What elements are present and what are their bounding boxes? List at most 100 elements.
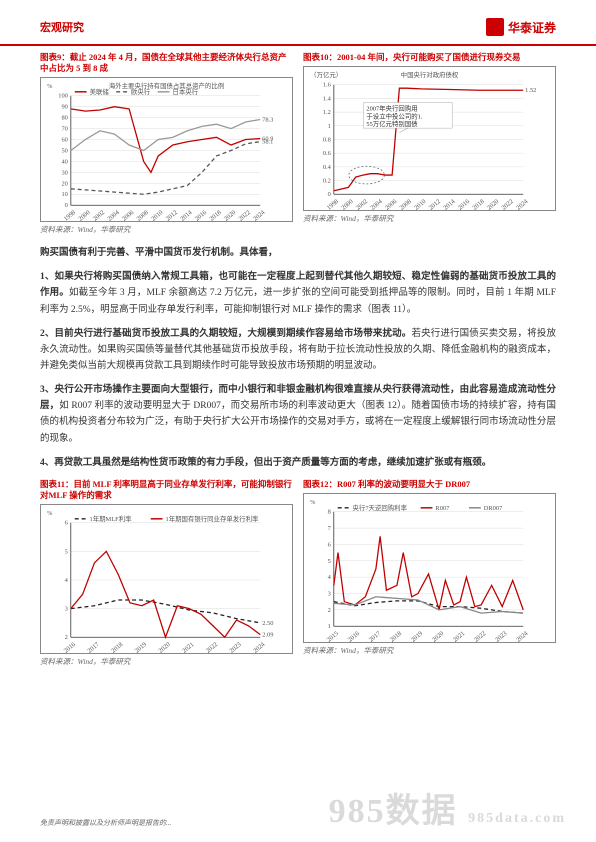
svg-text:58.1: 58.1 <box>262 139 273 146</box>
svg-text:1998: 1998 <box>326 198 340 210</box>
svg-text:2024: 2024 <box>252 209 267 221</box>
svg-text:%: % <box>47 510 53 517</box>
svg-text:1.4: 1.4 <box>323 95 332 102</box>
svg-text:1.52: 1.52 <box>525 87 536 94</box>
svg-text:1年期MLF利率: 1年期MLF利率 <box>90 514 133 523</box>
svg-text:2007年央行回购用: 2007年央行回购用 <box>366 103 417 112</box>
chart-11-source: 资料来源：Wind，华泰研究 <box>40 656 293 667</box>
chart-11-svg: %234562016201720182019202020212022202320… <box>41 505 292 653</box>
svg-text:0.6: 0.6 <box>323 150 332 157</box>
svg-text:2000: 2000 <box>340 198 354 210</box>
svg-text:2015: 2015 <box>326 630 340 642</box>
svg-text:30: 30 <box>61 169 67 176</box>
svg-text:2016: 2016 <box>457 198 472 210</box>
svg-text:0.2: 0.2 <box>323 178 331 185</box>
svg-text:1: 1 <box>328 623 331 630</box>
svg-text:3: 3 <box>65 605 68 612</box>
svg-text:1.2: 1.2 <box>323 109 331 116</box>
svg-text:2002: 2002 <box>355 198 369 210</box>
svg-text:8: 8 <box>328 509 331 516</box>
svg-text:DR007: DR007 <box>484 505 503 512</box>
p4-bold: 4、再贷款工具虽然是结构性货币政策的有力手段，但出于资产质量等方面的考虑，继续加… <box>40 458 491 468</box>
svg-text:4: 4 <box>65 577 69 584</box>
svg-text:欧央行: 欧央行 <box>131 87 151 96</box>
para-1: 1、如果央行将购买国债纳入常规工具箱，也可能在一定程度上起到替代其他久期较短、稳… <box>40 269 556 317</box>
svg-text:0.4: 0.4 <box>323 164 332 171</box>
svg-text:100: 100 <box>58 93 68 100</box>
svg-text:2.50: 2.50 <box>262 620 273 627</box>
svg-text:55万亿元特别国债: 55万亿元特别国债 <box>366 119 418 128</box>
svg-text:0: 0 <box>328 191 331 198</box>
svg-text:6: 6 <box>65 520 69 527</box>
chart-10: 图表10：2001-04 年间，央行可能购买了国债进行现券交易 中国央行对政府债… <box>303 52 556 235</box>
chart-9: 图表9：截止 2024 年 4 月，国债在全球其他主要经济体央行总资产中占比为 … <box>40 52 293 235</box>
svg-text:日本央行: 日本央行 <box>172 87 198 96</box>
svg-text:2014: 2014 <box>179 209 194 221</box>
svg-text:于设立中投公司的1.: 于设立中投公司的1. <box>366 111 422 120</box>
brand-logo: 华泰证券 <box>486 18 556 36</box>
svg-text:1.6: 1.6 <box>323 82 332 89</box>
svg-text:2012: 2012 <box>165 209 179 221</box>
watermark: 985数据 985data.com <box>329 783 566 832</box>
svg-text:10: 10 <box>61 191 67 198</box>
svg-text:2: 2 <box>328 607 331 614</box>
svg-text:6: 6 <box>328 541 332 548</box>
chart-11-area: %234562016201720182019202020212022202320… <box>40 504 293 654</box>
watermark-sub: 985data.com <box>468 811 566 826</box>
svg-text:50: 50 <box>61 148 67 155</box>
svg-text:0.8: 0.8 <box>323 137 331 144</box>
brand-icon <box>486 18 504 36</box>
svg-text:2018: 2018 <box>471 198 485 210</box>
svg-text:2022: 2022 <box>473 630 487 642</box>
svg-text:20: 20 <box>61 180 67 187</box>
doc-type: 宏观研究 <box>40 19 84 35</box>
page-header: 宏观研究 华泰证券 <box>0 0 596 46</box>
chart-12-title: 图表12：R007 利率的波动要明显大于 DR007 <box>303 479 556 490</box>
svg-text:2.09: 2.09 <box>262 631 273 638</box>
svg-text:2020: 2020 <box>223 209 237 221</box>
svg-text:2008: 2008 <box>399 198 413 210</box>
intro-line: 购买国债有利于完善、平滑中国货币发行机制。具体看， <box>40 245 556 261</box>
svg-text:2: 2 <box>65 634 68 641</box>
svg-text:2016: 2016 <box>63 640 78 652</box>
svg-text:2019: 2019 <box>410 630 424 642</box>
p2-bold: 2、目前央行进行基础货币投放工具的久期较短，大规模到期续作容易给市场带来扰动。 <box>40 329 411 339</box>
footer-disclaimer: 免责声明和披露以及分析师声明是报告的... <box>40 818 171 828</box>
chart-12-svg: %123456782015201620172018201920202021202… <box>304 494 555 642</box>
svg-text:2021: 2021 <box>452 630 466 642</box>
svg-text:2020: 2020 <box>157 641 171 653</box>
para-3: 3、央行公开市场操作主要面向大型银行，而中小银行和非银金融机构很难直接从央行获得… <box>40 382 556 447</box>
svg-text:2004: 2004 <box>369 198 384 210</box>
p3-rest: 如 R007 利率的波动要明显大于 DR007，而交易所市场的利率波动更大（图表… <box>40 401 556 443</box>
svg-text:2024: 2024 <box>515 629 530 641</box>
svg-text:2006: 2006 <box>384 198 399 210</box>
svg-text:2010: 2010 <box>413 198 427 210</box>
svg-text:2018: 2018 <box>208 209 222 221</box>
svg-text:2010: 2010 <box>150 209 164 221</box>
svg-text:2006: 2006 <box>121 209 136 221</box>
chart-10-area: 中国央行对政府债权（万亿元）00.20.40.60.811.21.41.6199… <box>303 66 556 211</box>
svg-text:70: 70 <box>61 126 67 133</box>
svg-text:2014: 2014 <box>442 198 457 210</box>
svg-text:5: 5 <box>328 558 331 565</box>
svg-text:R007: R007 <box>435 505 450 512</box>
svg-text:2008: 2008 <box>136 209 150 221</box>
chart-11-title: 图表11：目前 MLF 利率明显高于同业存单发行利率，可能抑制银行对MLF 操作… <box>40 479 293 501</box>
svg-text:5: 5 <box>65 548 68 555</box>
body-text: 购买国债有利于完善、平滑中国货币发行机制。具体看， 1、如果央行将购买国债纳入常… <box>40 245 556 471</box>
svg-text:2021: 2021 <box>181 641 195 653</box>
svg-text:%: % <box>310 499 316 506</box>
svg-text:7: 7 <box>328 525 332 532</box>
page-content: 图表9：截止 2024 年 4 月，国债在全球其他主要经济体央行总资产中占比为 … <box>0 52 596 667</box>
svg-text:0: 0 <box>65 202 68 209</box>
svg-text:2019: 2019 <box>134 641 148 653</box>
svg-text:美联储: 美联储 <box>90 87 110 96</box>
svg-text:中国央行对政府债权: 中国央行对政府债权 <box>401 70 459 79</box>
svg-text:（万亿元）: （万亿元） <box>310 70 342 79</box>
chart-9-title: 图表9：截止 2024 年 4 月，国债在全球其他主要经济体央行总资产中占比为 … <box>40 52 293 74</box>
svg-text:2016: 2016 <box>194 209 209 221</box>
svg-text:2017: 2017 <box>86 640 101 652</box>
svg-text:2020: 2020 <box>486 198 500 210</box>
svg-text:90: 90 <box>61 104 67 111</box>
watermark-main: 985数据 <box>329 793 458 830</box>
